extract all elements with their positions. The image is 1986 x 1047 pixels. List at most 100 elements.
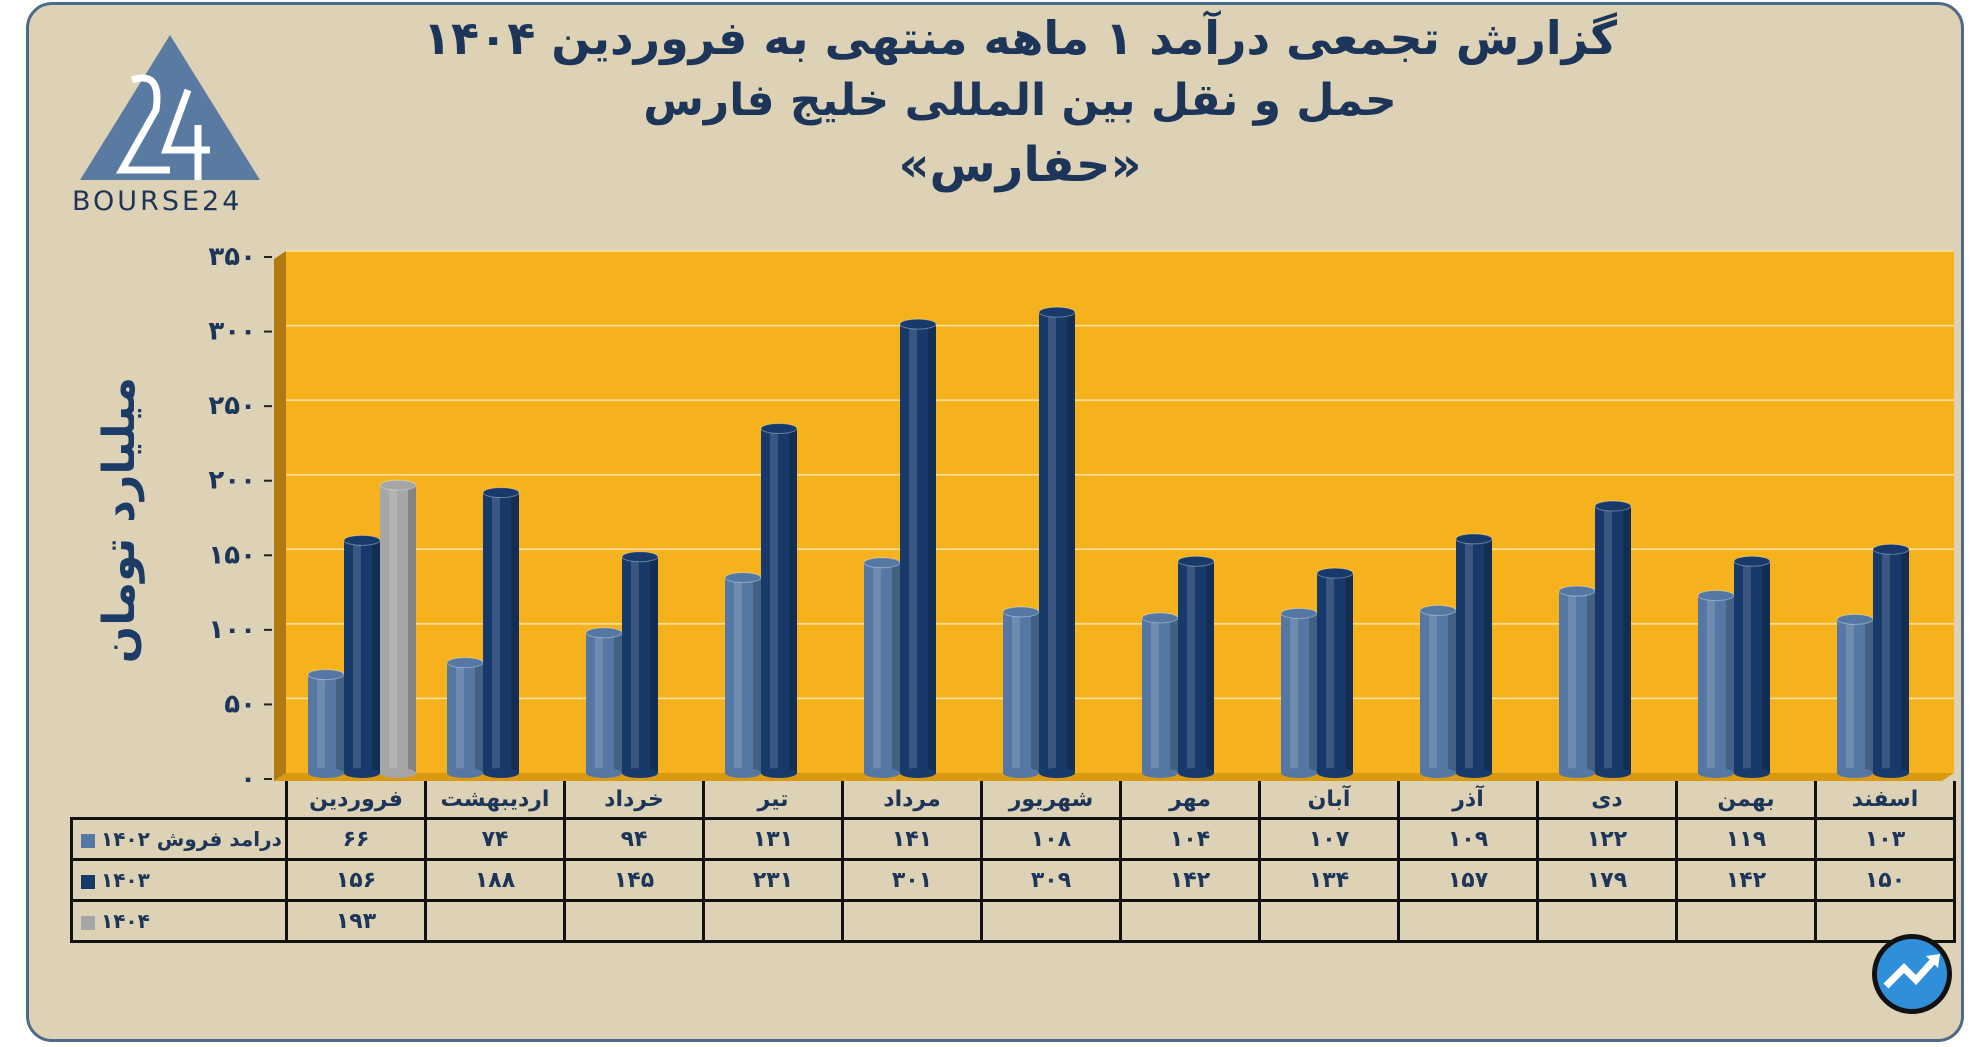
- bar-shade: [928, 324, 936, 773]
- table-cell-value: ۱۵۶: [285, 858, 427, 902]
- bar-highlight: [1151, 617, 1159, 773]
- bar-0-body: [1698, 595, 1734, 773]
- bar-base: [1456, 768, 1492, 778]
- bar-base: [308, 768, 344, 778]
- table-cell-value: ۷۴: [424, 817, 566, 861]
- bar-0-body: [1142, 617, 1178, 773]
- bar-1-top: [1455, 533, 1493, 545]
- bar-highlight: [317, 674, 325, 773]
- table-cell-value: ۱۴۲: [1675, 858, 1817, 902]
- legend-swatch: [81, 833, 95, 848]
- bar-shade: [1309, 613, 1317, 773]
- logo-text: BOURSE24: [72, 186, 243, 217]
- bar-0-body: [1003, 611, 1039, 773]
- bar-highlight: [631, 556, 639, 773]
- bar-1-top: [1594, 500, 1632, 512]
- table-cell-value: [702, 899, 844, 943]
- table-cell-value: ۱۰۸: [980, 817, 1122, 861]
- table-cell-value: ۱۰۹: [1397, 817, 1539, 861]
- bar-shade: [1448, 610, 1456, 773]
- bar-1-top: [343, 534, 381, 546]
- y-tick-label: ۵۰: [224, 689, 256, 719]
- bar-0-body: [447, 662, 483, 773]
- table-cell-value: ۱۷۹: [1536, 858, 1678, 902]
- bar-0-body: [1837, 619, 1873, 773]
- bar-1-top: [621, 551, 659, 563]
- bar-0-top: [863, 557, 901, 569]
- table-cell-value: ۱۰۳: [1814, 817, 1956, 861]
- bar-base: [1873, 768, 1909, 778]
- table-cell-value: ۳۰۱: [841, 858, 983, 902]
- bar-0-top: [1141, 612, 1179, 624]
- table-cell-value: [1258, 899, 1400, 943]
- series-name: ۱۴۰۳: [101, 868, 150, 892]
- table-header-row: فروردین اردیبهشت خرداد تیر مرداد شهریور مهر آبا…: [71, 781, 1956, 820]
- table-cell-value: [841, 899, 983, 943]
- table-header-month: اسفند: [1814, 781, 1956, 820]
- plot-side-wall: [274, 251, 286, 781]
- table-cell-value: ۱۲۲: [1536, 817, 1678, 861]
- bar-0-body: [1281, 613, 1317, 773]
- table-cell-value: [1814, 899, 1956, 943]
- bar-0-top: [446, 657, 484, 669]
- bar-0-body: [864, 562, 900, 773]
- table-cell-value: ۱۳۴: [1258, 858, 1400, 902]
- bar-base: [344, 768, 380, 778]
- bar-shade: [336, 674, 344, 773]
- bar-shade: [1901, 549, 1909, 773]
- bar-base: [1142, 768, 1178, 778]
- bar-1-body: [1178, 561, 1214, 773]
- bar-base: [586, 768, 622, 778]
- bar-shade: [1762, 561, 1770, 773]
- table-header-month: آذر: [1397, 781, 1539, 820]
- bar-shade: [1031, 611, 1039, 773]
- bar-shade: [372, 540, 380, 773]
- table-row: درامد فروش ۱۴۰۲ ۶۶ ۷۴ ۹۴ ۱۳۱ ۱۴۱ ۱۰۸ ۱۰۴ ۱۰۷ ۱۰۹ ۱…: [70, 817, 1956, 861]
- table-corner: [71, 781, 288, 820]
- bar-shade: [1067, 312, 1075, 773]
- series-name: ۱۴۰۴: [101, 909, 150, 933]
- bar-0-body: [1420, 610, 1456, 773]
- table-header-month: دی: [1536, 781, 1678, 820]
- bourse24-logo: [80, 35, 260, 180]
- bar-0-top: [1558, 585, 1596, 597]
- table-header-month: مرداد: [841, 781, 983, 820]
- title-line-2: حمل و نقل بین المللی خلیج فارس: [643, 75, 1397, 126]
- bar-base: [1837, 768, 1873, 778]
- table-cell-value: ۱۴۲: [1119, 858, 1261, 902]
- bar-highlight: [1187, 561, 1195, 773]
- table-cell-value: ۱۹۳: [285, 899, 427, 943]
- bar-1-body: [1595, 506, 1631, 773]
- bar-1-top: [1872, 543, 1910, 555]
- bar-highlight: [734, 577, 742, 773]
- bar-base: [761, 768, 797, 778]
- bar-base: [1039, 768, 1075, 778]
- bar-1-top: [1038, 306, 1076, 318]
- bar-shade: [1206, 561, 1214, 773]
- bar-highlight: [1326, 573, 1334, 773]
- table-cell-value: ۱۵۷: [1397, 858, 1539, 902]
- table-cell-value: ۱۰۷: [1258, 817, 1400, 861]
- bar-base: [622, 768, 658, 778]
- legend-cell: درامد فروش ۱۴۰۲: [70, 817, 288, 861]
- table-cell-value: ۲۳۱: [702, 858, 844, 902]
- table-cell-value: ۹۴: [563, 817, 705, 861]
- table-cell-value: [980, 899, 1122, 943]
- table-cell-value: ۱۱۹: [1675, 817, 1817, 861]
- bar-0-top: [1280, 607, 1318, 619]
- bar-1-body: [761, 428, 797, 773]
- bar-shade: [892, 562, 900, 773]
- y-tick-label: ۳۰۰: [208, 317, 256, 347]
- table-header-month: شهریور: [980, 781, 1122, 820]
- bar-0-top: [1836, 613, 1874, 625]
- table-row: ۱۴۰۳ ۱۵۶ ۱۸۸ ۱۴۵ ۲۳۱ ۳۰۱ ۳۰۹ ۱۴۲ ۱۳۴ ۱۵۷ ۱۷۹ ۱۴۲ ۱۵۰: [70, 858, 1956, 902]
- bar-base: [1734, 768, 1770, 778]
- table-cell-value: ۱۴۵: [563, 858, 705, 902]
- bar-base: [447, 768, 483, 778]
- bar-highlight: [1882, 549, 1890, 773]
- bar-base: [1178, 768, 1214, 778]
- bar-1-body: [1039, 312, 1075, 773]
- bar-shade: [1865, 619, 1873, 773]
- bar-0-body: [586, 632, 622, 773]
